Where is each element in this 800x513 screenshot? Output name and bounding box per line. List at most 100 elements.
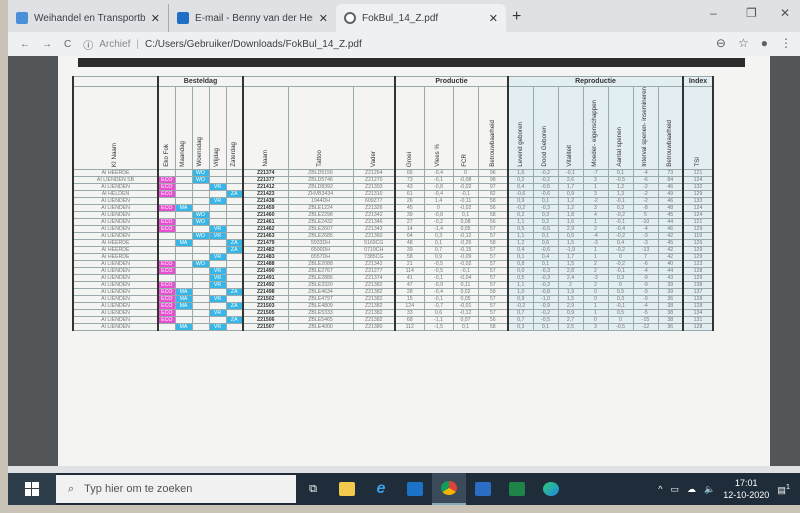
zoom-icon[interactable]: ⊖ bbox=[715, 36, 726, 50]
file-explorer-button[interactable] bbox=[330, 473, 364, 505]
cell-naam: Z21462 bbox=[242, 224, 289, 233]
word-button[interactable] bbox=[466, 473, 500, 505]
cell-tattoo: ZBLE2088 bbox=[287, 259, 354, 268]
url-text[interactable]: C:/Users/Gebruiker/Downloads/FokBul_14_Z… bbox=[144, 38, 362, 50]
cell-zaterdag: ZA bbox=[225, 189, 244, 198]
tab-title: E-mail - Benny van der Heijden - bbox=[195, 12, 313, 24]
cell-betrouwbaarheid-reproductie: 44 bbox=[657, 217, 684, 226]
cell-fcr: 0,02 bbox=[452, 287, 479, 296]
cell-aantal-spenen: 0,3 bbox=[607, 273, 634, 282]
cell-groei: 61 bbox=[394, 189, 425, 198]
cell-ki-naam: AI LIENDEN bbox=[72, 315, 159, 324]
network-icon[interactable]: ▭ bbox=[670, 483, 680, 494]
outlook-button[interactable] bbox=[398, 473, 432, 505]
cell-maandag: MA bbox=[174, 322, 193, 331]
clock[interactable]: 17:01 12-10-2020 bbox=[723, 477, 769, 501]
back-button[interactable]: ← bbox=[20, 38, 30, 50]
cell-moedereigenschappen: 1 bbox=[582, 245, 609, 254]
cell-woensdag bbox=[191, 252, 210, 261]
cell-fcr: -0,02 bbox=[452, 259, 479, 268]
cell-tsi: 128 bbox=[682, 294, 714, 303]
cell-dood-geboren: -0,5 bbox=[532, 182, 559, 191]
volume-icon[interactable]: 🔈 bbox=[704, 483, 716, 494]
cell-moedereigenschappen: 2 bbox=[582, 259, 609, 268]
pdf-viewer[interactable]: Besteldag Productie Reproductie Index KI… bbox=[8, 56, 800, 466]
cell-vader: Z21382 bbox=[352, 315, 396, 324]
menu-icon[interactable]: ⋮ bbox=[780, 36, 792, 50]
cell-vrijdag: VR bbox=[208, 252, 227, 261]
table-row: AI LIENDEN ECO VR Z21490 ZBLE2767 Z21277 114 -0… bbox=[72, 266, 714, 275]
close-tab-icon[interactable]: ✕ bbox=[318, 12, 328, 25]
cell-groei: 27 bbox=[394, 217, 425, 226]
table-row: AI LIENDEN ECO ZA Z21506 ZBLE5465 Z21382 68 -1,… bbox=[72, 315, 714, 324]
cell-interval: -2 bbox=[632, 196, 659, 205]
cell-vrijdag bbox=[208, 168, 227, 177]
cell-eko-fok bbox=[157, 245, 176, 254]
onedrive-icon[interactable]: ☁ bbox=[687, 483, 697, 494]
chrome-button[interactable] bbox=[432, 473, 466, 505]
cell-levend-geboren: 1,0 bbox=[507, 287, 534, 296]
start-button[interactable] bbox=[8, 473, 56, 505]
cell-ki-naam: AI HEERDE bbox=[72, 238, 159, 247]
close-window-button[interactable]: ✕ bbox=[780, 6, 791, 20]
task-view-button[interactable]: ⧉ bbox=[296, 473, 330, 505]
cell-woensdag: WO bbox=[191, 217, 210, 226]
cell-vrijdag: VR bbox=[208, 280, 227, 289]
tab-weihandel[interactable]: Weihandel en Transportbedrijf V ✕ bbox=[8, 4, 168, 32]
cell-dood-geboren: -0,3 bbox=[532, 266, 559, 275]
cell-maandag bbox=[174, 273, 193, 282]
cell-betrouwbaarheid-reproductie: 43 bbox=[657, 273, 684, 282]
cell-eko-fok: ECO bbox=[157, 266, 176, 275]
cell-zaterdag: ZA bbox=[225, 238, 244, 247]
cell-ki-naam: AI LIENDEN bbox=[72, 266, 159, 275]
cell-betrouwbaarheid-reproductie: 42 bbox=[657, 252, 684, 261]
notification-icon[interactable]: ▤1 bbox=[777, 482, 790, 495]
cell-naam: Z21438 bbox=[242, 196, 289, 205]
taskbar-search[interactable]: ⌕ Typ hier om te zoeken bbox=[56, 475, 296, 503]
cell-naam: Z21459 bbox=[242, 203, 289, 212]
cell-betrouwbaarheid-productie: 96 bbox=[477, 168, 509, 177]
blank-group bbox=[72, 76, 159, 87]
edge-icon bbox=[543, 482, 559, 496]
pdf-page: Besteldag Productie Reproductie Index KI… bbox=[58, 56, 770, 466]
table-row: AI HEERDE ZA Z21482 6500DH 0719CH 39 0,7 -0,15 5… bbox=[72, 245, 714, 254]
close-tab-icon[interactable]: ✕ bbox=[150, 12, 160, 25]
cell-tsi: 128 bbox=[682, 322, 714, 331]
cell-vader: Z21343 bbox=[352, 224, 396, 233]
cell-vrijdag bbox=[208, 259, 227, 268]
cell-vitaliteit: 2,9 bbox=[557, 301, 584, 310]
cell-groei: 45 bbox=[394, 203, 425, 212]
chevron-up-icon[interactable]: ^ bbox=[658, 484, 663, 494]
cell-moedereigenschappen: -3 bbox=[582, 273, 609, 282]
address-bar[interactable]: ⓘ Archief | C:/Users/Gebruiker/Downloads… bbox=[83, 37, 362, 52]
cell-vlees: -0,1 bbox=[423, 175, 454, 184]
cell-interval: -9 bbox=[632, 294, 659, 303]
cell-vader: 609Z77 bbox=[352, 196, 396, 205]
cell-ki-naam: AI LIENDEN bbox=[72, 182, 159, 191]
table-row: AI LIENDEN WO VR Z21463 ZBLE2685 Z21360 64 0,3-… bbox=[72, 231, 714, 240]
cell-tsi: 129 bbox=[682, 252, 714, 261]
new-tab-button[interactable]: + bbox=[512, 8, 522, 25]
cell-tattoo: 6500DH bbox=[287, 245, 354, 254]
cell-naam: Z21374 bbox=[242, 168, 289, 177]
edge-button[interactable] bbox=[534, 473, 568, 505]
reload-button[interactable]: C bbox=[64, 38, 72, 50]
close-tab-icon[interactable]: ✕ bbox=[488, 12, 498, 25]
tab-pdf[interactable]: FokBul_14_Z.pdf ✕ bbox=[336, 4, 506, 32]
cell-groei: 112 bbox=[394, 322, 425, 331]
excel-button[interactable] bbox=[500, 473, 534, 505]
bookmark-star-icon[interactable]: ☆ bbox=[737, 36, 749, 50]
minimize-button[interactable]: – bbox=[710, 6, 717, 20]
forward-button[interactable]: → bbox=[42, 38, 52, 50]
tab-email[interactable]: E-mail - Benny van der Heijden - ✕ bbox=[168, 4, 336, 32]
internet-explorer-button[interactable]: e bbox=[364, 473, 398, 505]
profile-icon[interactable]: ● bbox=[760, 36, 768, 50]
maximize-button[interactable]: ❐ bbox=[746, 6, 757, 20]
cell-interval: -4 bbox=[632, 266, 659, 275]
cell-aantal-spenen: 0 bbox=[607, 315, 634, 324]
cell-woensdag: WO bbox=[191, 210, 210, 219]
info-icon[interactable]: ⓘ bbox=[83, 40, 94, 52]
cell-levend-geboren: -0,6 bbox=[507, 189, 534, 198]
cell-vrijdag: VR bbox=[208, 224, 227, 233]
tab-title: Weihandel en Transportbedrijf V bbox=[34, 12, 145, 24]
